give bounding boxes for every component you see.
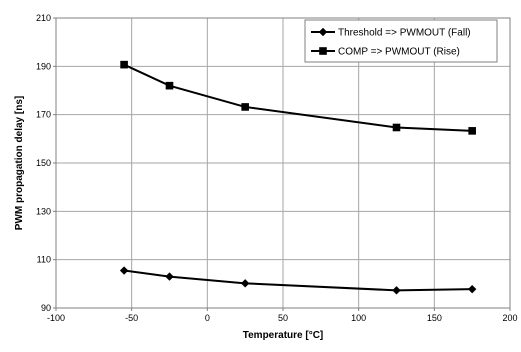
series-2-point xyxy=(241,103,249,111)
series-1-point xyxy=(165,272,174,281)
y-tick-label: 110 xyxy=(37,255,51,265)
legend: Threshold => PWMOUT (Fall) COMP => PWMOUT… xyxy=(304,19,498,63)
y-tick-label: 170 xyxy=(36,110,51,120)
series-layer xyxy=(119,60,477,295)
series-1-point xyxy=(240,279,250,288)
y-tick-label: 150 xyxy=(36,158,51,168)
series-1-point xyxy=(392,286,401,295)
y-tick-label: 130 xyxy=(36,206,51,216)
y-axis-ticks: 90 110 130 150 170 190 210 xyxy=(36,13,56,313)
y-tick-label: 90 xyxy=(41,303,51,313)
x-tick-label: 150 xyxy=(427,313,442,323)
series-1 xyxy=(119,266,477,295)
x-tick-label: 0 xyxy=(205,313,210,323)
series-1-point xyxy=(467,284,477,294)
x-axis-title: Temperature [°C] xyxy=(243,330,324,341)
y-axis-title: PWM propagation delay [ns] xyxy=(14,96,25,230)
series-2-point xyxy=(468,127,476,135)
x-tick-label: 100 xyxy=(351,313,366,323)
y-tick-label: 210 xyxy=(36,13,51,23)
legend-marker-2 xyxy=(319,47,327,55)
series-2-point xyxy=(392,123,401,132)
legend-marker-1 xyxy=(318,27,328,37)
series-2-point xyxy=(120,60,128,69)
legend-label-1: Threshold => PWMOUT (Fall) xyxy=(338,28,471,39)
series-2 xyxy=(120,60,476,135)
x-axis-ticks: -100 -50 0 50 100 150 200 xyxy=(47,308,518,323)
series-1-point xyxy=(119,266,129,275)
x-tick-label: 200 xyxy=(502,313,517,323)
series-2-point xyxy=(165,81,174,90)
x-tick-label: -50 xyxy=(125,313,138,323)
legend-box xyxy=(304,19,498,63)
x-tick-label: 50 xyxy=(278,313,288,323)
x-tick-label: -100 xyxy=(47,313,65,323)
y-tick-label: 190 xyxy=(36,61,51,71)
legend-label-2: COMP => PWMOUT (Rise) xyxy=(338,47,460,58)
